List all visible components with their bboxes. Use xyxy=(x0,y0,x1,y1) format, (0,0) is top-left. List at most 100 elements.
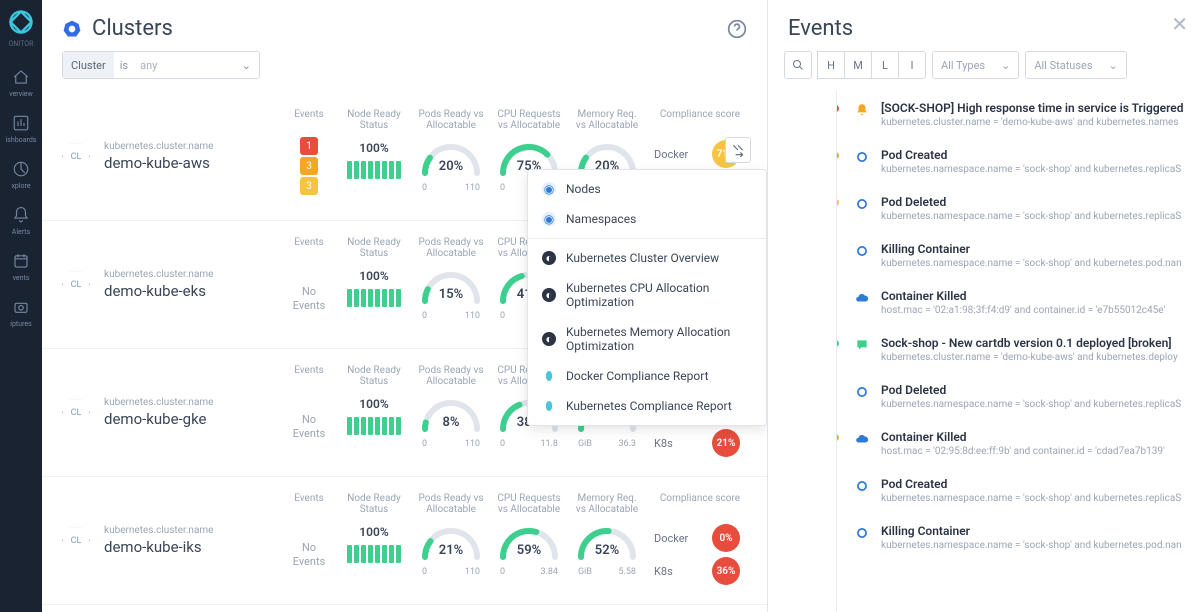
events-search-button[interactable] xyxy=(784,51,812,79)
events-column: Events NoEvents xyxy=(282,365,336,460)
sidebar-item-overview[interactable]: verview xyxy=(0,60,42,106)
column-header: Compliance score xyxy=(654,109,746,135)
drilldown-button[interactable] xyxy=(725,137,751,163)
cluster-hex-icon: CL xyxy=(62,143,90,171)
event-row[interactable]: Container Killed host.mac = '02:a1:98:3f… xyxy=(837,279,1200,326)
event-row[interactable]: 1:50:11 PM Killing Container kubernetes.… xyxy=(837,514,1200,561)
event-row[interactable]: 1:50:11 PM Container Killed host.mac = '… xyxy=(837,420,1200,467)
event-subtitle: kubernetes.namespace.name = 'sock-shop' … xyxy=(881,164,1192,175)
severity-l-button[interactable]: L xyxy=(871,51,899,79)
event-count-badge[interactable]: 1 xyxy=(300,137,318,155)
compliance-column: Compliance score Docker0%K8s36% xyxy=(646,493,746,588)
event-subtitle: kubernetes.namespace.name = 'sock-shop' … xyxy=(881,258,1192,269)
compliance-row: K8s21% xyxy=(654,429,746,457)
column-header: Memory Req. vs Allocatable xyxy=(572,493,642,519)
event-row[interactable]: Killing Container kubernetes.namespace.n… xyxy=(837,232,1200,279)
event-body: Pod Deleted kubernetes.namespace.name = … xyxy=(881,195,1192,222)
event-title: Container Killed xyxy=(881,289,1192,303)
chevron-down-icon: ⌄ xyxy=(234,59,259,72)
event-count-badge[interactable]: 3 xyxy=(300,157,318,175)
column-header: Pods Ready vs Allocatable xyxy=(416,365,486,391)
event-title: Pod Deleted xyxy=(881,195,1192,209)
popup-item-icon: ◐ xyxy=(542,332,556,346)
events-column: Events NoEvents xyxy=(282,237,336,332)
sidebar-item-dashboards[interactable]: ishboards xyxy=(0,106,42,152)
compliance-badge[interactable]: 36% xyxy=(712,557,740,585)
events-column: Events 133 xyxy=(282,109,336,204)
column-header: Node Ready Status xyxy=(340,365,408,391)
gauge-pods: Pods Ready vs Allocatable 21% 0110 xyxy=(412,493,490,588)
sidebar-item-captures[interactable]: iptures xyxy=(0,290,42,336)
column-header: Node Ready Status xyxy=(340,237,408,263)
cluster-label: kubernetes.cluster.name xyxy=(104,141,213,152)
event-row[interactable]: Sock-shop - New cartdb version 0.1 deplo… xyxy=(837,326,1200,373)
event-row[interactable]: 1:50:11 PM Pod Deleted kubernetes.namesp… xyxy=(837,373,1200,420)
sidebar-item-explore[interactable]: xplore xyxy=(0,152,42,198)
column-header: Node Ready Status xyxy=(340,109,408,135)
event-row[interactable]: Pod Deleted kubernetes.namespace.name = … xyxy=(837,185,1200,232)
popup-item[interactable]: ◉Namespaces xyxy=(528,204,766,234)
event-title: [SOCK-SHOP] High response time in servic… xyxy=(881,101,1192,115)
popup-item[interactable]: ⬮Kubernetes Compliance Report xyxy=(528,391,766,421)
sidebar-item-events[interactable]: vents xyxy=(0,244,42,290)
gauge-value: 59% xyxy=(499,543,559,558)
gauge-value: 21% xyxy=(421,543,481,558)
compliance-badge[interactable]: 21% xyxy=(712,429,740,457)
event-title: Sock-shop - New cartdb version 0.1 deplo… xyxy=(881,336,1192,350)
filter-bar[interactable]: Cluster is any ⌄ xyxy=(62,51,260,79)
node-ready-bars xyxy=(340,545,408,563)
event-subtitle: host.mac = '02:a1:98:3f:f4:d9' and conta… xyxy=(881,305,1192,316)
close-icon[interactable]: ✕ xyxy=(1171,12,1188,36)
severity-i-button[interactable]: I xyxy=(898,51,926,79)
column-header: Events xyxy=(282,493,336,519)
cluster-label: kubernetes.cluster.name xyxy=(104,525,213,536)
event-body: Pod Deleted kubernetes.namespace.name = … xyxy=(881,383,1192,410)
cluster-row[interactable]: CL kubernetes.cluster.name demo-kube-iks… xyxy=(42,477,767,605)
severity-h-button[interactable]: H xyxy=(817,51,845,79)
cluster-row[interactable]: CL kubernetes.cluster.name demo-kube-aws… xyxy=(42,93,767,221)
event-row[interactable]: 2:00:04 PM Pod Created kubernetes.namesp… xyxy=(837,138,1200,185)
search-icon xyxy=(792,59,804,71)
popup-item[interactable]: ◐Kubernetes CPU Allocation Optimization xyxy=(528,273,766,317)
events-header: Events xyxy=(768,0,1200,51)
events-status-select[interactable]: All Statuses⌄ xyxy=(1025,51,1126,79)
gauge-cpu: CPU Requests vs Allocatable 59% 03.84 xyxy=(490,493,568,588)
popup-item[interactable]: ◉Nodes xyxy=(528,174,766,204)
node-ready-column: Node Ready Status 100% xyxy=(336,365,412,460)
drilldown-popup: ◉Nodes◉Namespaces ◐Kubernetes Cluster Ove… xyxy=(527,169,767,426)
cluster-hex-icon: CL xyxy=(62,527,90,555)
popup-item[interactable]: ◐Kubernetes Cluster Overview xyxy=(528,243,766,273)
popup-item-icon: ◉ xyxy=(542,182,556,196)
gauge-value: 20% xyxy=(421,159,481,174)
gauge-pods: Pods Ready vs Allocatable 20% 0110 xyxy=(412,109,490,204)
page-header: Clusters xyxy=(42,0,767,51)
event-subtitle: kubernetes.namespace.name = 'sock-shop' … xyxy=(881,211,1192,222)
event-count-badge[interactable]: 3 xyxy=(300,177,318,195)
help-icon[interactable] xyxy=(727,19,747,39)
sidebar-item-alerts[interactable]: Alerts xyxy=(0,198,42,244)
filter-field: Cluster xyxy=(63,52,114,78)
popup-item[interactable]: ⬮Docker Compliance Report xyxy=(528,361,766,391)
event-row[interactable]: 1:50:11 PM Pod Created kubernetes.namesp… xyxy=(837,467,1200,514)
sidebar-item-label: Alerts xyxy=(12,228,30,236)
column-header: Pods Ready vs Allocatable xyxy=(416,237,486,263)
column-header: CPU Requests vs Allocatable xyxy=(494,493,564,519)
event-type-icon xyxy=(853,383,871,401)
event-subtitle: kubernetes.cluster.name = 'demo-kube-aws… xyxy=(881,117,1192,128)
cluster-label: kubernetes.cluster.name xyxy=(104,269,213,280)
event-subtitle: kubernetes.namespace.name = 'sock-shop' … xyxy=(881,493,1192,504)
cluster-identity: CL kubernetes.cluster.name demo-kube-eks xyxy=(62,237,282,332)
node-ready-bars xyxy=(340,417,408,435)
gauge-value: 15% xyxy=(421,287,481,302)
column-header: CPU Requests vs Allocatable xyxy=(494,109,564,135)
cluster-identity: CL kubernetes.cluster.name demo-kube-gke xyxy=(62,365,282,460)
events-type-select[interactable]: All Types⌄ xyxy=(932,51,1019,79)
chevron-down-icon: ⌄ xyxy=(1109,59,1118,72)
severity-m-button[interactable]: M xyxy=(844,51,872,79)
popup-item[interactable]: ◐Kubernetes Memory Allocation Optimizati… xyxy=(528,317,766,361)
event-row[interactable]: 2:01:00 PM [SOCK-SHOP] High response tim… xyxy=(837,91,1200,138)
compliance-badge[interactable]: 0% xyxy=(712,524,740,552)
drilldown-icon xyxy=(731,143,745,157)
sidebar-item-label: iptures xyxy=(10,320,31,328)
event-body: Killing Container kubernetes.namespace.n… xyxy=(881,524,1192,551)
